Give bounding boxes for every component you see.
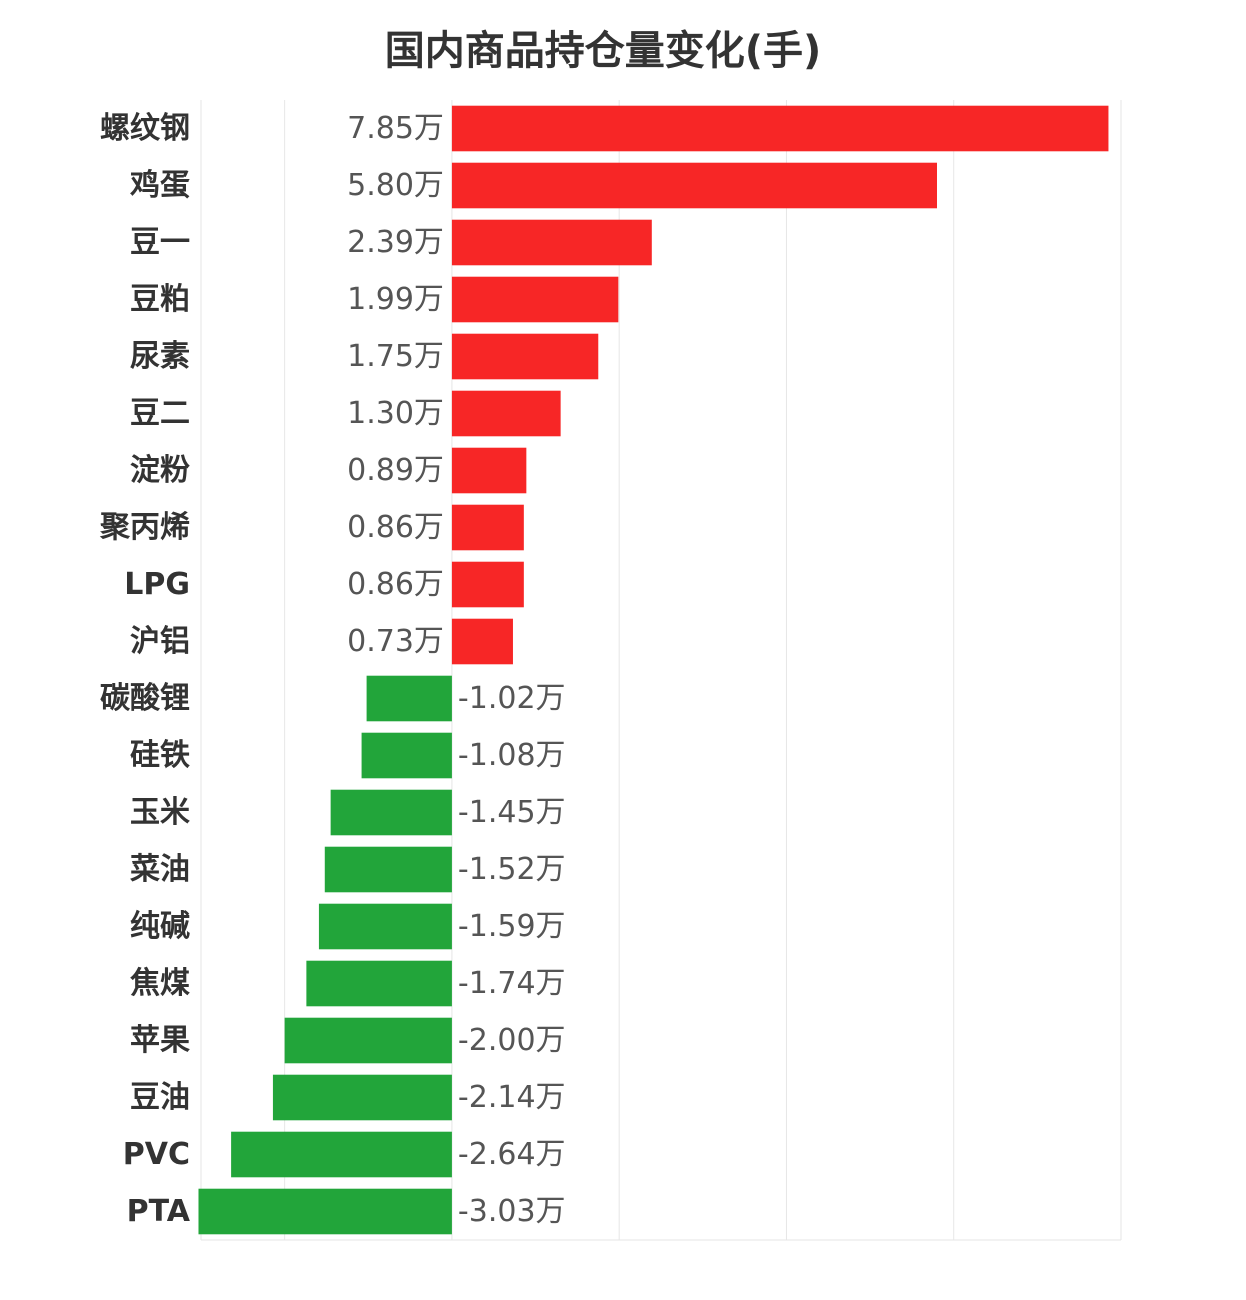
category-label: 硅铁 [130,738,190,773]
bar-layer [198,105,1109,1235]
value-label: -1.74万 [458,966,566,1001]
value-label: -1.52万 [458,852,566,887]
category-label: 螺纹钢 [100,111,190,146]
bar [272,1074,452,1121]
category-label: 豆粕 [130,282,190,317]
value-label: 1.75万 [347,339,444,374]
value-label: 1.30万 [347,396,444,431]
category-label: PVC [123,1137,190,1172]
bar [451,162,937,209]
category-label: 鸡蛋 [130,168,190,203]
bar [284,1017,452,1064]
category-label: 豆二 [130,396,190,431]
bar [451,504,524,551]
value-label: -1.45万 [458,795,566,830]
value-label: -1.02万 [458,681,566,716]
category-label: 碳酸锂 [100,681,190,716]
bar [451,447,527,494]
value-label: 5.80万 [347,168,444,203]
chart-title: 国内商品持仓量变化(手) [384,28,822,74]
category-label: 聚丙烯 [99,510,190,545]
bar [366,675,452,722]
bar [198,1188,452,1235]
bar [451,333,599,380]
bar [451,276,619,323]
category-label: 淀粉 [130,453,190,488]
value-label: 0.73万 [347,624,444,659]
value-label: -1.59万 [458,909,566,944]
category-label: 菜油 [130,852,190,887]
grid-layer [200,100,1122,1241]
value-label: 7.85万 [347,111,444,146]
category-label: PTA [127,1194,191,1229]
value-label: 0.86万 [347,510,444,545]
bar [361,732,452,779]
category-label: 苹果 [130,1023,190,1058]
value-label: -2.14万 [458,1080,566,1115]
value-label: 0.89万 [347,453,444,488]
bar [306,960,452,1007]
value-label: -2.64万 [458,1137,566,1172]
category-label: 豆一 [130,225,190,260]
value-label: 2.39万 [347,225,444,260]
value-label: 1.99万 [347,282,444,317]
category-label: 玉米 [130,795,190,830]
bar [451,219,652,266]
category-label: 尿素 [130,339,190,374]
value-label: -3.03万 [458,1194,566,1229]
category-label: 豆油 [130,1080,190,1115]
bar [451,105,1109,152]
bar [330,789,452,836]
category-label: 纯碱 [130,909,190,944]
category-label: 沪铝 [130,624,190,659]
category-label: 焦煤 [130,966,190,1001]
value-label: 0.86万 [347,567,444,602]
value-label: -1.08万 [458,738,566,773]
category-label: LPG [124,567,190,602]
bar [324,846,452,893]
bar [231,1131,452,1178]
value-label: -2.00万 [458,1023,566,1058]
bar [451,618,513,665]
bar [451,561,524,608]
bar [451,390,561,437]
bar [318,903,452,950]
